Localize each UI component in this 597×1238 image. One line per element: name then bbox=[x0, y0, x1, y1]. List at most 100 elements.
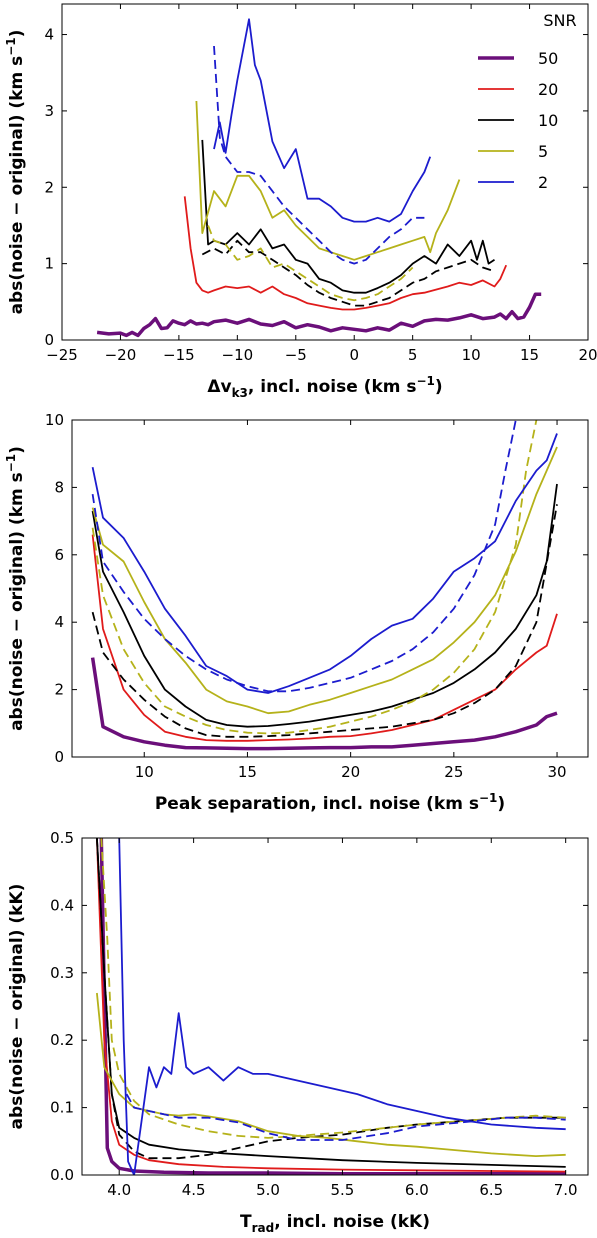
x-axis-label: Δvk3, incl. noise (km s−1) bbox=[207, 374, 442, 400]
legend-label-snr-20: 20 bbox=[538, 80, 558, 99]
label-part: ) bbox=[435, 377, 443, 397]
label-part: abs(noise − original) (kK) bbox=[7, 884, 27, 1130]
series-group bbox=[96, 838, 566, 1175]
x-tick-label: 10 bbox=[135, 763, 154, 781]
x-tick-label: 15 bbox=[238, 763, 257, 781]
x-tick-label: 30 bbox=[547, 763, 566, 781]
label-part: Δv bbox=[207, 377, 231, 397]
series-line-snr-5-solid bbox=[91, 446, 558, 715]
series-line-snr-2-solid bbox=[213, 18, 432, 223]
series-line-snr-20-solid bbox=[91, 534, 558, 742]
x-axis-label: Peak separation, incl. noise (km s−1) bbox=[155, 791, 505, 814]
series-line-snr-2-dashed bbox=[91, 420, 517, 693]
x-tick-label: 5.5 bbox=[331, 1181, 355, 1199]
series-line-snr-10-solid bbox=[201, 139, 495, 294]
series-line-snr-50-solid bbox=[90, 657, 558, 751]
x-tick-label: 7.0 bbox=[554, 1181, 578, 1199]
series-line-snr-10-solid bbox=[96, 838, 566, 1168]
label-part: −1 bbox=[417, 374, 435, 388]
y-tick-label: 2 bbox=[54, 681, 64, 699]
series-line-snr-5-dashed bbox=[91, 420, 538, 735]
x-tick-label: 10 bbox=[462, 346, 481, 364]
label-part: rad bbox=[252, 1221, 275, 1235]
label-part: ) bbox=[497, 794, 505, 814]
y-tick-label: 0.2 bbox=[50, 1031, 74, 1049]
y-tick-label: 2 bbox=[44, 178, 54, 196]
series-line-snr-10-dashed bbox=[201, 239, 495, 307]
label-part: −1 bbox=[4, 37, 18, 55]
x-tick-label: −25 bbox=[46, 346, 78, 364]
series-group bbox=[90, 420, 558, 751]
x-tick-label: 6.0 bbox=[405, 1181, 429, 1199]
x-tick-label: 4.0 bbox=[107, 1181, 131, 1199]
chart-panel-3: 4.0 4.5 5.0 5.5 6.0 6.5 7.0 0.0 0.1 0.2 0.3 0.4 0.5 T… bbox=[7, 829, 589, 1235]
x-tick-label: 5.0 bbox=[256, 1181, 280, 1199]
y-tick-label: 3 bbox=[44, 102, 54, 120]
series-line-snr-20-solid bbox=[96, 838, 566, 1173]
series-line-snr-50-solid bbox=[99, 838, 566, 1175]
y-axis-label: abs(noise − original) (kK) bbox=[7, 884, 27, 1130]
legend-label-snr-10: 10 bbox=[538, 111, 558, 130]
label-part: ) bbox=[7, 30, 27, 38]
series-line-snr-10-dashed bbox=[96, 838, 566, 1160]
label-part: T bbox=[240, 1212, 252, 1232]
x-tick-label: 15 bbox=[520, 346, 539, 364]
x-tick-label: −15 bbox=[163, 346, 195, 364]
x-tick-label: 0 bbox=[349, 346, 359, 364]
plot-frame bbox=[61, 3, 589, 341]
y-tick-label: 0.0 bbox=[50, 1166, 74, 1184]
series-line-snr-10-dashed bbox=[91, 504, 558, 738]
series-line-snr-5-dashed bbox=[207, 225, 414, 302]
label-part: Peak separation, incl. noise (km s bbox=[155, 794, 479, 814]
series-line-snr-5-dashed bbox=[100, 838, 566, 1139]
legend: SNR 50 20 10 5 2 bbox=[478, 11, 577, 192]
x-tick-label: 25 bbox=[444, 763, 463, 781]
y-tick-label: 0 bbox=[54, 748, 64, 766]
legend-label-snr-50: 50 bbox=[538, 49, 558, 68]
y-tick-label: 0.3 bbox=[50, 964, 74, 982]
series-line-snr-2-solid bbox=[118, 838, 566, 1175]
label-part: k3 bbox=[232, 386, 248, 400]
y-tick-label: 0 bbox=[44, 331, 54, 349]
y-tick-label: 6 bbox=[54, 546, 64, 564]
plot-frame bbox=[71, 419, 589, 758]
label-part: abs(noise − original) (km s bbox=[7, 472, 27, 731]
series-line-snr-2-dashed bbox=[213, 45, 425, 265]
series-line-snr-2-solid bbox=[91, 433, 558, 694]
plot-frame bbox=[81, 837, 589, 1176]
y-tick-label: 4 bbox=[44, 26, 54, 44]
x-tick-label: 4.5 bbox=[182, 1181, 206, 1199]
label-part: ) bbox=[7, 446, 27, 454]
x-tick-label: −10 bbox=[222, 346, 254, 364]
x-tick-label: 20 bbox=[341, 763, 360, 781]
x-tick-label: −20 bbox=[105, 346, 137, 364]
label-part: −1 bbox=[4, 454, 18, 472]
y-tick-label: 1 bbox=[44, 255, 54, 273]
series-line-snr-50-solid bbox=[96, 292, 542, 338]
y-tick-label: 4 bbox=[54, 613, 64, 631]
label-part: , incl. noise (kK) bbox=[274, 1212, 430, 1232]
x-tick-label: 6.5 bbox=[479, 1181, 503, 1199]
y-tick-label: 8 bbox=[54, 478, 64, 496]
y-tick-label: 0.4 bbox=[50, 896, 74, 914]
y-tick-label: 0.5 bbox=[50, 829, 74, 847]
x-tick-label: 5 bbox=[408, 346, 418, 364]
x-tick-label: 20 bbox=[578, 346, 597, 364]
x-tick-label: −5 bbox=[285, 346, 307, 364]
y-axis-label: abs(noise − original) (km s−1) bbox=[4, 446, 27, 731]
label-part: abs(noise − original) (km s bbox=[7, 56, 27, 315]
series-group bbox=[96, 18, 542, 338]
series-line-snr-20-solid bbox=[183, 196, 508, 311]
y-tick-label: 10 bbox=[45, 411, 64, 429]
series-line-snr-10-solid bbox=[91, 483, 558, 728]
label-part: , incl. noise (km s bbox=[248, 377, 417, 397]
x-axis-label: Trad, incl. noise (kK) bbox=[240, 1212, 430, 1235]
label-part: −1 bbox=[479, 791, 497, 805]
legend-label-snr-5: 5 bbox=[538, 142, 548, 161]
legend-label-snr-2: 2 bbox=[538, 173, 548, 192]
series-line-snr-5-solid bbox=[96, 992, 566, 1157]
y-axis-label: abs(noise − original) (km s−1) bbox=[4, 30, 27, 315]
